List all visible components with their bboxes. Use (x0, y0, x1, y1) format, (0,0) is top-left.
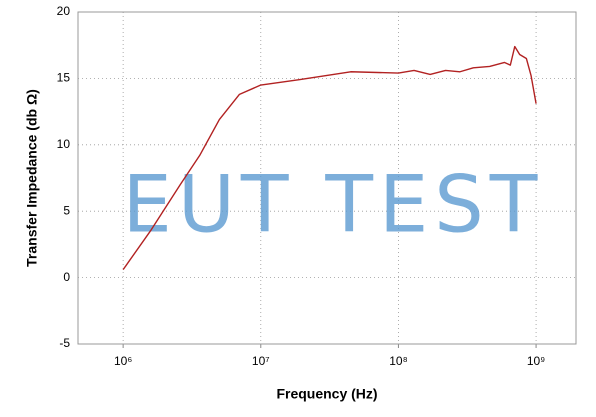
data-line (122, 45, 537, 271)
y-tick-label: 20 (57, 4, 71, 18)
y-tick-label: 5 (63, 203, 70, 217)
plot-frame (77, 11, 577, 345)
y-axis-title: Transfer Impedance (db Ω) (24, 89, 40, 267)
y-tick-label: 10 (57, 137, 71, 151)
y-tick-label: -5 (59, 336, 70, 350)
x-tick-label: 10⁹ (527, 354, 546, 368)
y-tick-label: 15 (57, 71, 71, 85)
x-tick-label: 10⁶ (114, 354, 132, 368)
x-tick-label: 10⁸ (389, 354, 407, 368)
x-axis-title: Frequency (Hz) (276, 386, 377, 402)
x-tick-label: 10⁷ (252, 354, 270, 368)
watermark: EUT TEST (123, 160, 544, 250)
y-tick-label: 0 (63, 270, 70, 284)
